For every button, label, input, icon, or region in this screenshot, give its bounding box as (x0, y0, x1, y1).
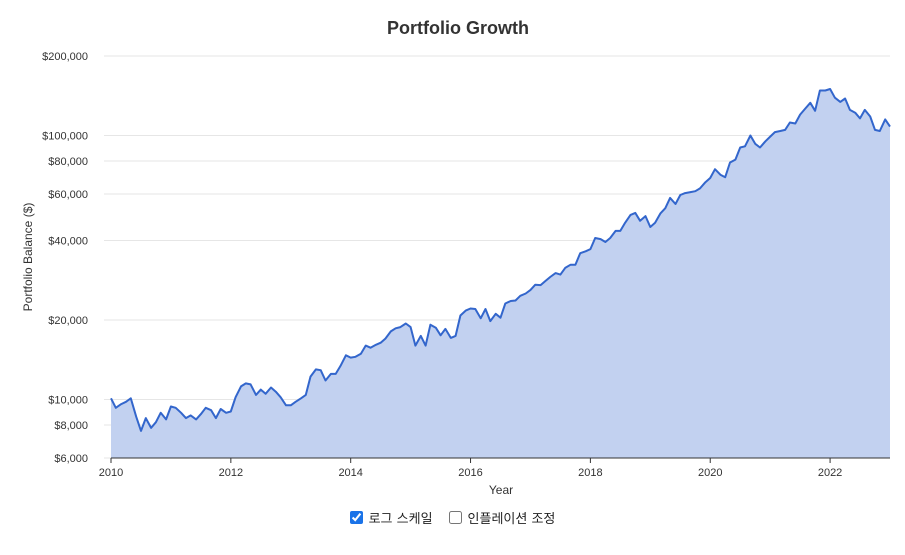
y-tick-label: $80,000 (48, 156, 88, 168)
y-tick-label: $200,000 (42, 51, 88, 63)
inflation-adjust-toggle[interactable]: 인플레이션 조정 (448, 508, 556, 527)
series-area-fill (111, 89, 890, 458)
y-tick-label: $10,000 (48, 394, 88, 406)
x-tick-label: 2012 (219, 467, 243, 479)
log-scale-label: 로그 스케일 (368, 512, 433, 527)
y-tick-label: $8,000 (54, 420, 88, 432)
y-tick-label: $20,000 (48, 315, 88, 327)
plot-area (110, 88, 891, 459)
log-scale-checkbox[interactable] (349, 511, 363, 524)
y-tick-label: $6,000 (54, 453, 88, 465)
y-axis-label: Portfolio Balance ($) (21, 203, 35, 312)
y-tick-label: $40,000 (48, 236, 88, 248)
y-tick-label: $60,000 (48, 189, 88, 201)
inflation-adjust-checkbox[interactable] (448, 511, 462, 524)
x-tick-label: 2022 (818, 467, 842, 479)
y-tick-label: $100,000 (42, 130, 88, 142)
y-axis-ticks: $6,000 $8,000 $10,000 $20,000 $40,000 $60,000… (42, 51, 88, 465)
x-axis-label: Year (489, 483, 513, 497)
x-tick-label: 2020 (698, 467, 722, 479)
inflation-adjust-label: 인플레이션 조정 (467, 512, 556, 527)
x-axis-ticks: 2010 2012 2014 2016 2018 2020 2022 (99, 458, 842, 479)
chart-controls: 로그 스케일 인플레이션 조정 (0, 508, 905, 527)
x-tick-label: 2018 (578, 467, 602, 479)
log-scale-toggle[interactable]: 로그 스케일 (349, 508, 433, 527)
x-tick-label: 2014 (338, 467, 362, 479)
x-tick-label: 2016 (458, 467, 482, 479)
portfolio-growth-chart: Portfolio Growth $6,000 $8,000 $10,000 $20,… (21, 18, 891, 497)
x-tick-label: 2010 (99, 467, 123, 479)
series-line (110, 88, 891, 432)
chart-title: Portfolio Growth (387, 18, 529, 38)
